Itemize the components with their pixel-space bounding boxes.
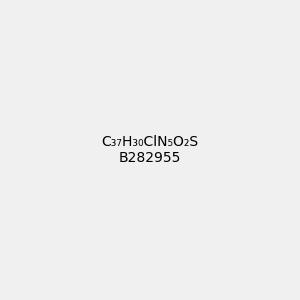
Text: C₃₇H₃₀ClN₅O₂S
B282955: C₃₇H₃₀ClN₅O₂S B282955 <box>101 135 199 165</box>
